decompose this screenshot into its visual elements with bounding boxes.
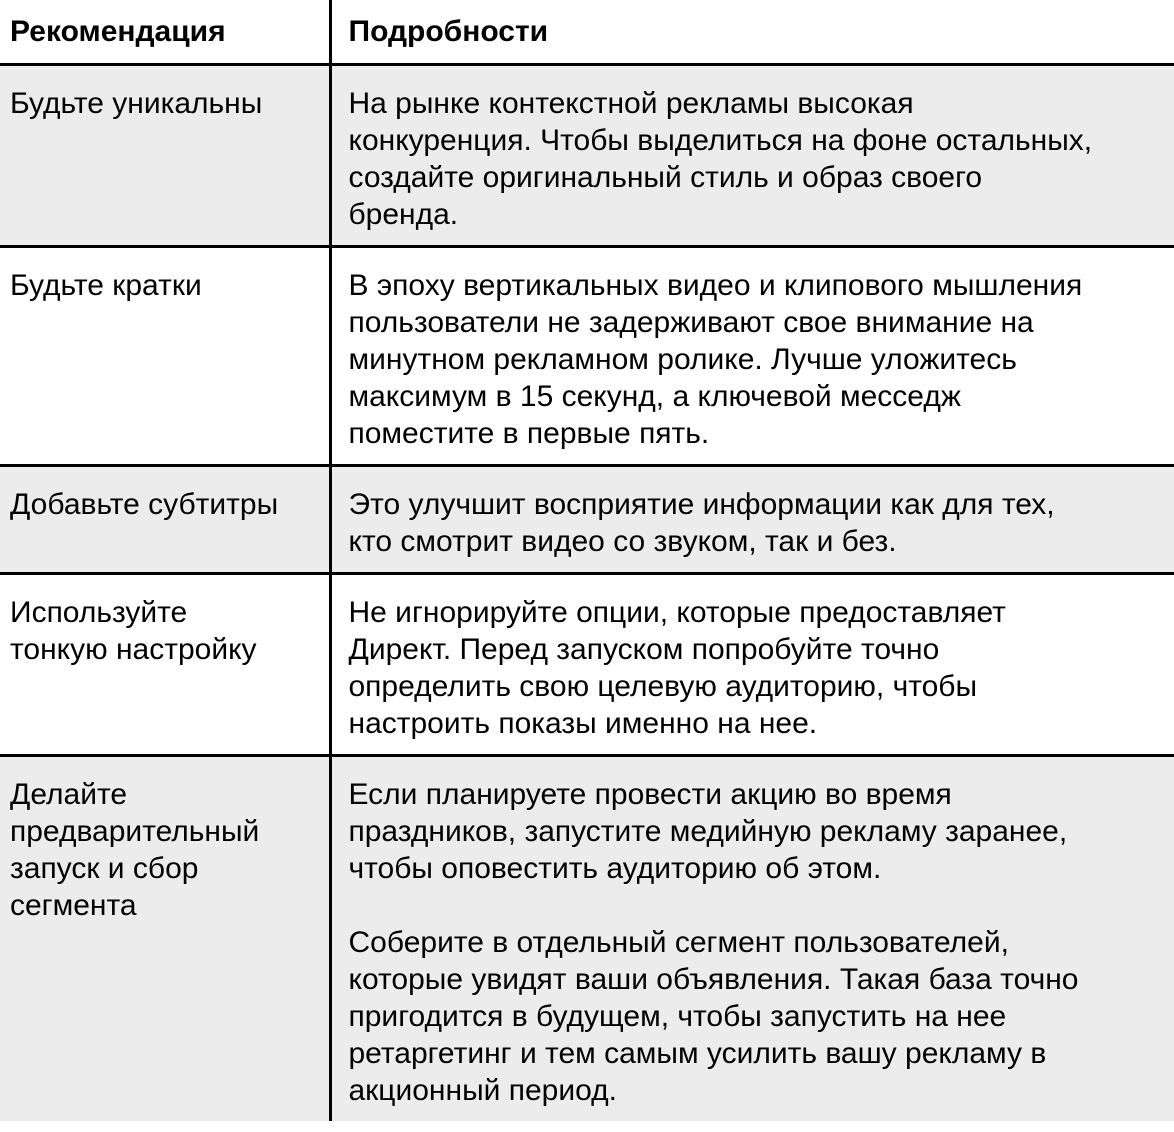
details-paragraph: В эпоху вертикальных видео и клипового м… [348, 269, 1083, 450]
table-row: Будьте кратки В эпоху вертикальных видео… [0, 246, 1174, 466]
details-paragraph: Если планируете провести акцию во время … [348, 778, 1068, 885]
details-cell: Это улучшит восприятие информации как дл… [330, 466, 1174, 574]
recommendation-text: Используйте тонкую настройку [10, 596, 257, 666]
recommendation-cell: Используйте тонкую настройку [0, 573, 332, 756]
details-paragraph: Не игнорируйте опции, которые предоставл… [348, 596, 1006, 740]
recommendation-text: Делайте предварительный запуск и сбор се… [10, 778, 260, 922]
recommendation-text: Добавьте субтитры [10, 488, 279, 521]
recommendation-cell: Будьте уникальны [0, 64, 332, 247]
recommendation-cell: Будьте кратки [0, 246, 332, 466]
details-cell: В эпоху вертикальных видео и клипового м… [330, 247, 1174, 466]
header-row: Рекомендация Подробности [0, 0, 1174, 65]
table-row: Будьте уникальны На рынке контекстной ре… [0, 64, 1174, 247]
details-paragraph: На рынке контекстной рекламы высокая кон… [348, 87, 1093, 231]
column-header-details: Подробности [348, 15, 549, 48]
table-row: Используйте тонкую настройку Не игнориру… [0, 573, 1174, 756]
details-cell: Не игнорируйте опции, которые предоставл… [330, 574, 1174, 756]
details-cell: На рынке контекстной рекламы высокая кон… [330, 65, 1174, 247]
details-cell: Если планируете провести акцию во время … [330, 756, 1174, 1122]
recommendation-cell: Добавьте субтитры [0, 465, 332, 574]
details-paragraph: Это улучшит восприятие информации как дл… [348, 488, 1055, 558]
recommendation-text: Будьте кратки [10, 269, 202, 302]
table-row: Делайте предварительный запуск и сбор се… [0, 755, 1174, 1122]
column-header-recommendation: Рекомендация [0, 0, 332, 65]
details-paragraph: Соберите в отдельный сегмент пользовател… [348, 926, 1079, 1107]
table-row: Добавьте субтитры Это улучшит восприятие… [0, 465, 1174, 574]
recommendation-cell: Делайте предварительный запуск и сбор се… [0, 755, 332, 1121]
recommendation-text: Будьте уникальны [10, 87, 263, 120]
